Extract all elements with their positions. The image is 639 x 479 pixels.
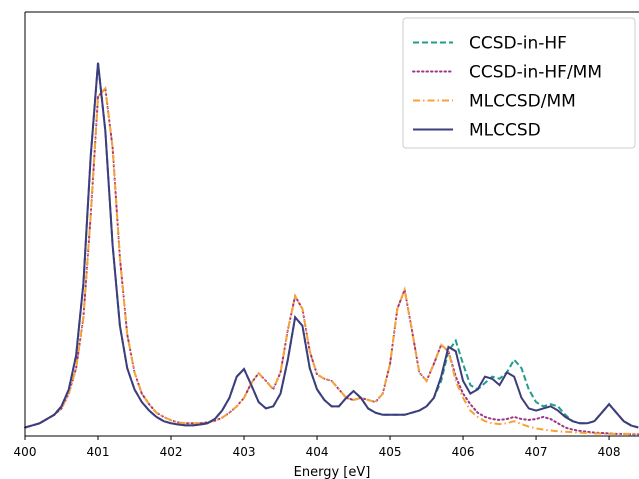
x-tick-label: 401 <box>87 445 110 459</box>
legend-label: MLCCSD <box>469 121 541 141</box>
x-tick-label: 408 <box>598 445 621 459</box>
x-tick-label: 406 <box>452 445 475 459</box>
legend-box <box>402 17 636 149</box>
legend-label: CCSD-in-HF/MM <box>469 63 602 83</box>
x-tick-label: 405 <box>379 445 402 459</box>
x-tick-label: 402 <box>160 445 183 459</box>
series-line <box>24 85 639 436</box>
x-tick-label: 404 <box>306 445 329 459</box>
x-tick-label: 400 <box>14 445 37 459</box>
legend: CCSD-in-HF CCSD-in-HF/MM MLCCSD/MM MLCCSD <box>402 17 636 149</box>
series-line <box>24 85 639 435</box>
legend-label: CCSD-in-HF <box>469 34 567 54</box>
legend-label: MLCCSD/MM <box>469 92 576 112</box>
x-tick-label: 403 <box>233 445 256 459</box>
series-line <box>24 62 639 429</box>
x-tick-label: 407 <box>525 445 548 459</box>
x-axis-label: Energy [eV] <box>294 465 371 479</box>
